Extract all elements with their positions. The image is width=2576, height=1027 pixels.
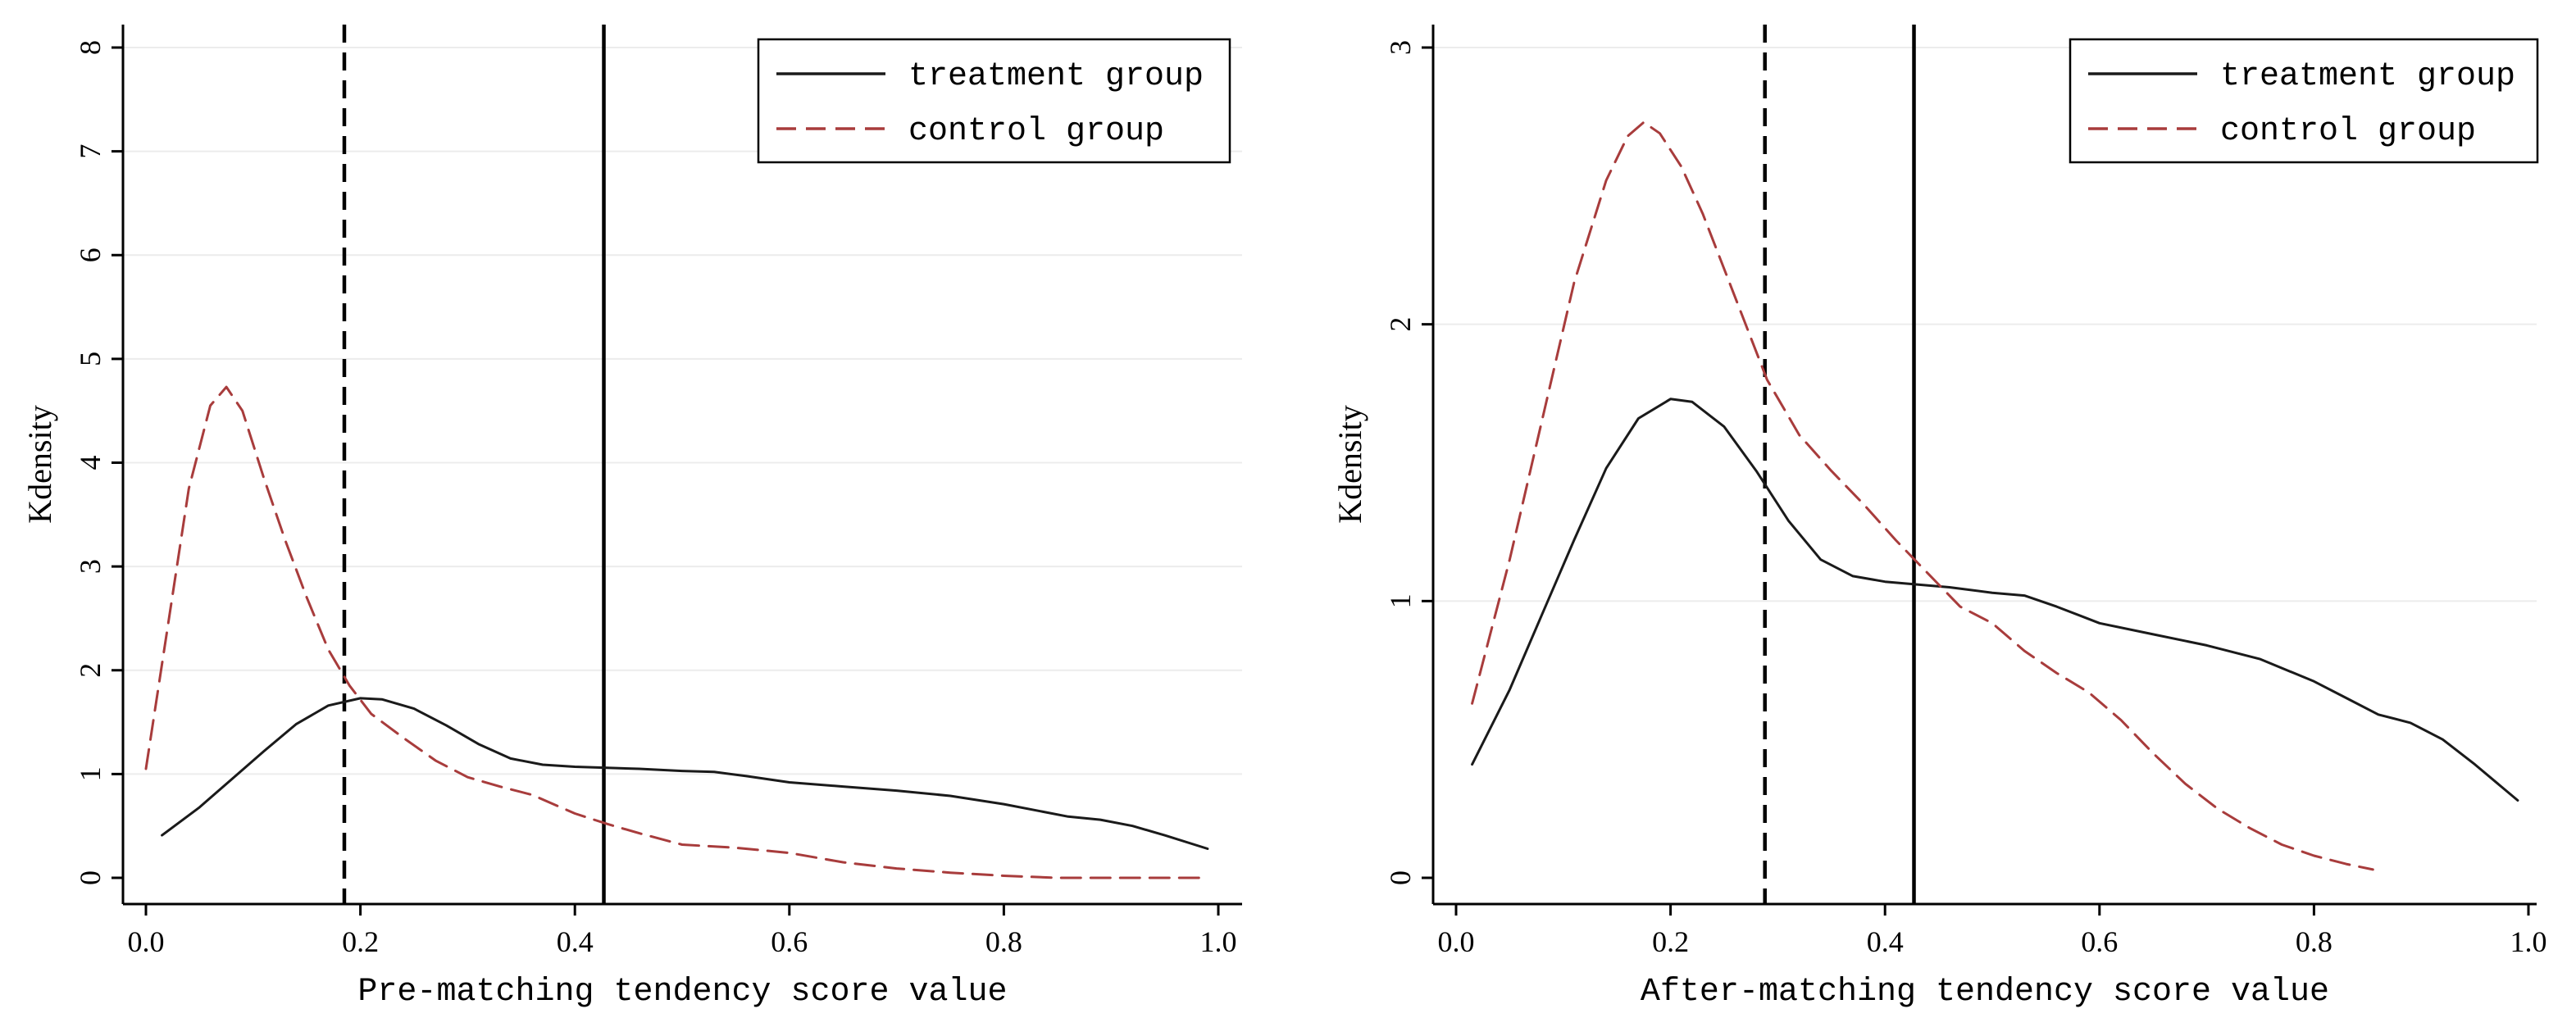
- x-tick-label: 0.2: [342, 925, 379, 958]
- chart-after-matching: 0 1 2 3 0.0 0.2 0.4 0.6 0.8 1.0 After-matching ten…: [1331, 25, 2547, 1011]
- y-tick-label: 3: [1384, 40, 1417, 55]
- y-tick-label: 3: [74, 559, 107, 574]
- y-tick-label: 5: [74, 352, 107, 366]
- x-tick-label: 0.0: [1438, 925, 1475, 958]
- y-tick-label: 0: [74, 870, 107, 885]
- legend: treatment group control group: [2069, 38, 2539, 164]
- x-tick-label: 0.0: [128, 925, 165, 958]
- x-tick-label: 1.0: [1200, 925, 1237, 958]
- y-tick-label: 1: [1384, 593, 1417, 608]
- legend: treatment group control group: [757, 38, 1231, 164]
- y-tick-label: 1: [74, 766, 107, 781]
- y-tick-label: 7: [74, 144, 107, 159]
- treatment-group-line: [161, 697, 1209, 850]
- control-group-line: [144, 385, 1209, 879]
- legend-label-control: control group: [2220, 113, 2476, 150]
- legend-box: [2069, 38, 2539, 164]
- legend-label-treatment: treatment group: [908, 58, 1204, 95]
- legend-box: [757, 38, 1231, 164]
- y-tick-label: 6: [74, 248, 107, 262]
- legend-label-control: control group: [908, 113, 1164, 150]
- y-axis-title: Kdensity: [1331, 405, 1368, 523]
- x-axis-title: Pre-matching tendency score value: [357, 974, 1007, 1011]
- control-group-line: [1471, 120, 2374, 871]
- x-tick-label: 0.4: [1867, 925, 1904, 958]
- y-tick-label: 2: [74, 663, 107, 678]
- treatment-group-line: [1471, 398, 2519, 802]
- x-tick-label: 0.8: [2296, 925, 2333, 958]
- y-tick-label: 8: [74, 40, 107, 55]
- y-tick-label: 0: [1384, 870, 1417, 885]
- x-axis-title: After-matching tendency score value: [1641, 974, 2329, 1011]
- y-tick-label: 2: [1384, 317, 1417, 332]
- x-tick-label: 0.2: [1652, 925, 1689, 958]
- x-tick-label: 0.8: [985, 925, 1022, 958]
- legend-label-treatment: treatment group: [2220, 58, 2515, 95]
- x-tick-label: 1.0: [2510, 925, 2547, 958]
- y-tick-label: 4: [74, 456, 107, 470]
- x-tick-label: 0.6: [2081, 925, 2118, 958]
- x-tick-label: 0.4: [557, 925, 594, 958]
- y-axis-title: Kdensity: [21, 405, 58, 523]
- x-tick-label: 0.6: [771, 925, 808, 958]
- chart-pre-matching: 0 1 2 3 4 5 6 7 8 0.0 0.2 0.4 0.6 0.8 1.0 Pre-matching …: [21, 25, 1242, 1011]
